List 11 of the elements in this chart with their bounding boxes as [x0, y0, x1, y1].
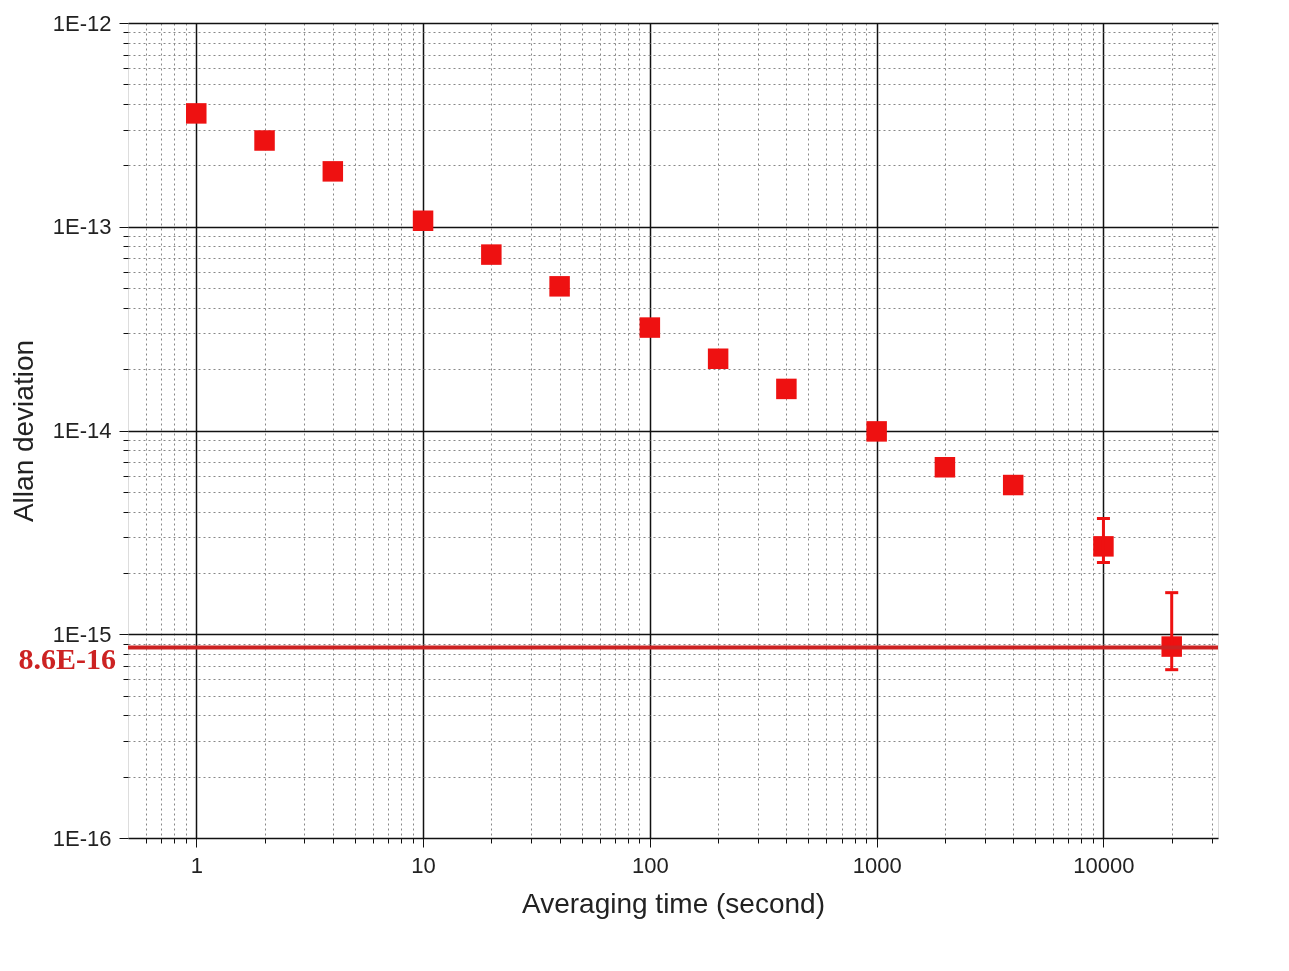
- x-tick-label: 10000: [1073, 852, 1135, 878]
- y-tick-label: 1E-14: [52, 418, 112, 443]
- x-axis-title: Averaging time (second): [522, 887, 825, 919]
- x-tick-label: 1000: [852, 852, 902, 878]
- x-tick-label: 10: [411, 852, 436, 878]
- y-axis-title: Allan deviation: [7, 339, 39, 523]
- x-tick-label: 1: [190, 852, 203, 878]
- x-tick-label: 100: [631, 852, 669, 878]
- y-tick-label: 1E-12: [52, 10, 112, 36]
- y-tick-label: 1E-16: [52, 825, 112, 851]
- y-tick-label: 1E-13: [52, 214, 112, 240]
